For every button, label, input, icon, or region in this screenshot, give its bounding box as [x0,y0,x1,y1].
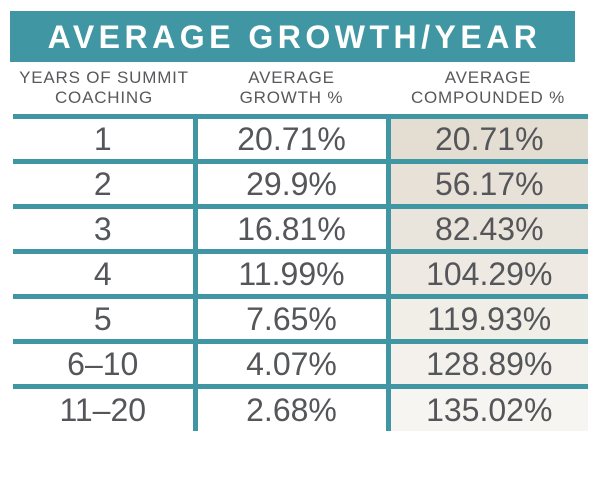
growth-table: YEARS OF SUMMIT COACHING AVERAGE GROWTH … [13,62,588,431]
avg-compounded-cell: 20.71% [388,116,588,161]
table-body: 120.71%20.71%229.9%56.17%316.81%82.43%41… [13,116,588,431]
table-row: 316.81%82.43% [13,206,588,251]
avg-compounded-cell: 56.17% [388,161,588,206]
column-header-avg-growth: AVERAGE GROWTH % [195,62,388,116]
table-row: 411.99%104.29% [13,251,588,296]
avg-compounded-cell: 119.93% [388,296,588,341]
avg-compounded-cell: 82.43% [388,206,588,251]
avg-compounded-cell: 104.29% [388,251,588,296]
years-cell: 6–10 [13,341,195,386]
avg-growth-cell: 29.9% [195,161,388,206]
table-row: 229.9%56.17% [13,161,588,206]
column-header-avg-compounded: AVERAGE COMPOUNDED % [388,62,588,116]
years-cell: 4 [13,251,195,296]
avg-growth-cell: 4.07% [195,341,388,386]
table-row: 57.65%119.93% [13,296,588,341]
avg-growth-cell: 20.71% [195,116,388,161]
avg-growth-cell: 2.68% [195,386,388,431]
years-cell: 11–20 [13,386,195,431]
column-header-years: YEARS OF SUMMIT COACHING [13,62,195,116]
avg-compounded-cell: 128.89% [388,341,588,386]
years-cell: 2 [13,161,195,206]
avg-growth-cell: 7.65% [195,296,388,341]
avg-growth-cell: 11.99% [195,251,388,296]
table-row: 120.71%20.71% [13,116,588,161]
avg-growth-cell: 16.81% [195,206,388,251]
years-cell: 1 [13,116,195,161]
table-header-row: YEARS OF SUMMIT COACHING AVERAGE GROWTH … [13,62,588,116]
years-cell: 5 [13,296,195,341]
table-row: 6–104.07%128.89% [13,341,588,386]
table-row: 11–202.68%135.02% [13,386,588,431]
page-title: AVERAGE GROWTH/YEAR [44,21,542,53]
infographic: AVERAGE GROWTH/YEAR YEARS OF SUMMIT COAC… [0,0,600,482]
avg-compounded-cell: 135.02% [388,386,588,431]
years-cell: 3 [13,206,195,251]
title-banner: AVERAGE GROWTH/YEAR [10,11,575,62]
